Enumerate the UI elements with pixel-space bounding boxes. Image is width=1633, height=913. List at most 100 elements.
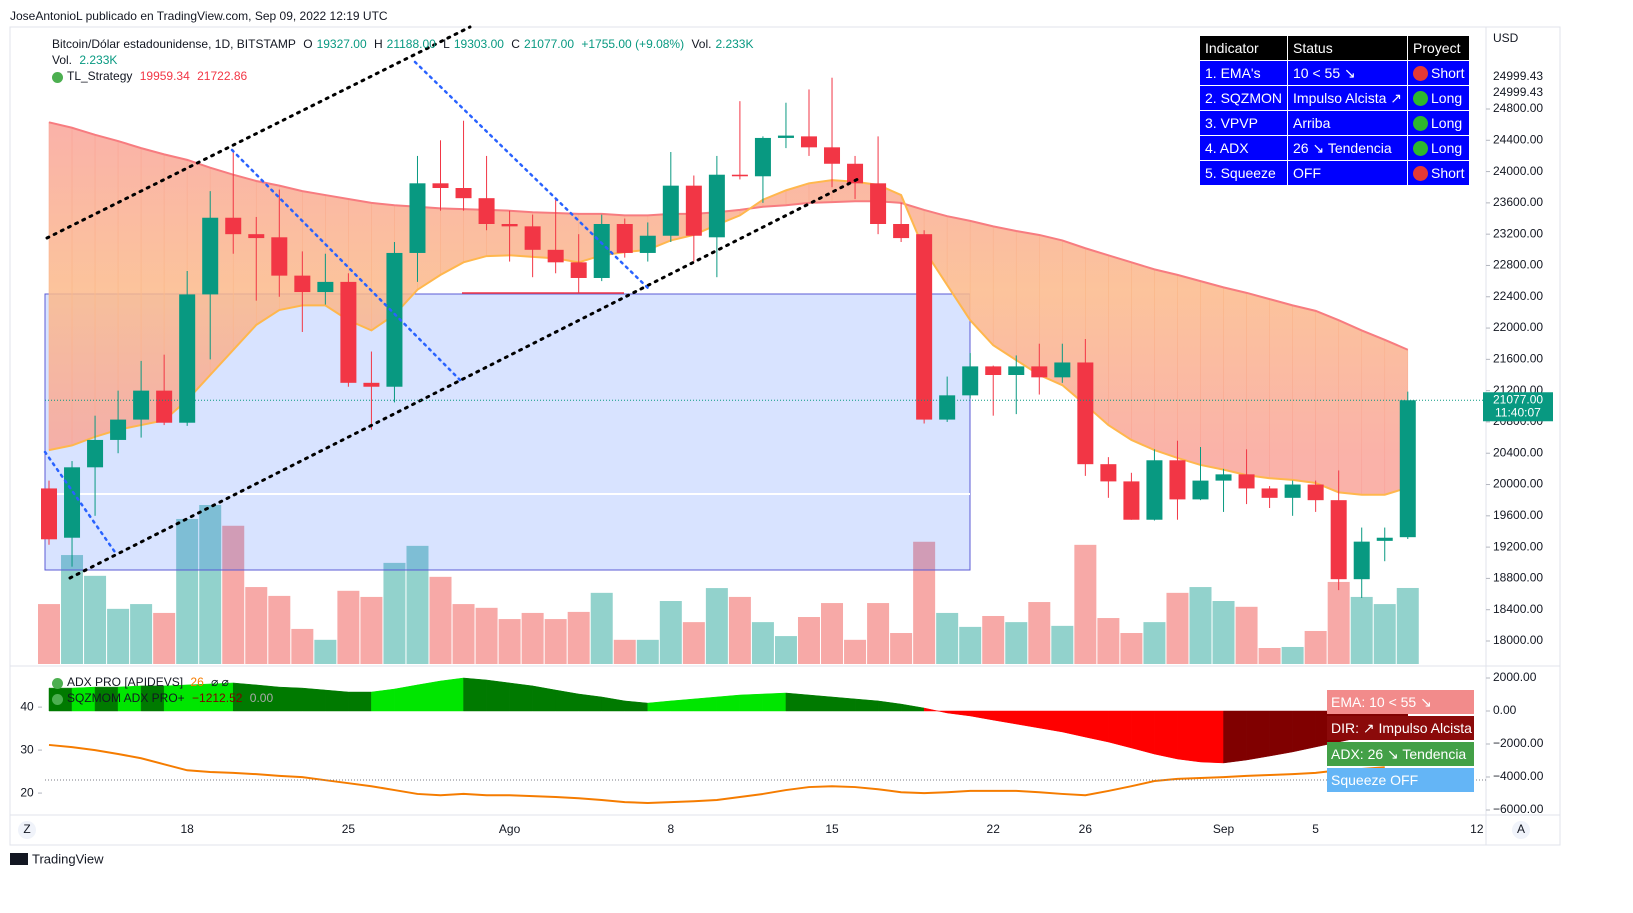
axis-layer: 18000.0018400.0018800.0019200.0019600.00…	[20, 69, 1553, 836]
table-cell: 5. Squeeze	[1198, 160, 1289, 186]
momentum-area	[808, 694, 833, 712]
volume-bar	[383, 562, 406, 664]
momentum-area	[394, 684, 418, 712]
cell-text: 4. ADX	[1205, 140, 1249, 156]
volume-bar	[107, 608, 130, 664]
table-cell: 3. VPVP	[1198, 110, 1289, 136]
volume-bar	[1373, 604, 1396, 664]
publish-header: JoseAntonioL publicado en TradingView.co…	[10, 9, 388, 23]
ema-cloud	[94, 134, 119, 438]
candle-body	[1054, 362, 1071, 378]
table-cell: 1. EMA's	[1198, 60, 1289, 86]
y-tick-label: 18800.00	[1493, 571, 1543, 585]
candle-body	[985, 366, 1002, 375]
volume-value: 2.233K	[715, 37, 754, 51]
button-bg[interactable]	[18, 821, 36, 839]
adx-line	[48, 743, 1385, 804]
volume-bar	[1396, 587, 1419, 664]
candle-body	[1077, 362, 1094, 465]
button-bg[interactable]	[1512, 821, 1530, 839]
ema-cloud	[1015, 230, 1040, 376]
volume-bar	[61, 555, 84, 664]
candle-body	[363, 382, 380, 387]
high-tag-bg	[1488, 69, 1550, 101]
y-tick-label: 20400.00	[1493, 445, 1543, 459]
table-cell: 10 < 55 ↘	[1287, 60, 1409, 86]
candle-body	[409, 183, 426, 253]
y-tick-label: 24800.00	[1493, 101, 1543, 115]
series-value: −1212.52	[192, 691, 243, 705]
volume-bar	[936, 612, 959, 664]
study-icon	[52, 694, 63, 705]
candle-body	[1123, 481, 1140, 520]
candle-body	[824, 147, 841, 164]
candle-body	[317, 281, 334, 293]
candle-body	[570, 262, 587, 278]
y2-tick-label: −6000.00	[1493, 802, 1544, 816]
volume-bar	[890, 633, 913, 664]
signal-dot	[1413, 66, 1429, 81]
table-row: 2. SQZMON Impulso Alcista ↗ Long	[1198, 85, 1471, 111]
ohlc-value: 19327.00	[316, 37, 367, 51]
momentum-area	[1062, 710, 1086, 738]
volume-bar	[475, 607, 498, 664]
ohlc-label: H	[373, 37, 383, 51]
candle-body	[800, 136, 817, 148]
momentum-area	[440, 677, 464, 712]
ohlc-label: C	[511, 37, 520, 51]
trend-line	[413, 60, 652, 292]
volume-bar	[659, 601, 682, 664]
y-tick-label: 19200.00	[1493, 539, 1543, 553]
volume-bar	[291, 628, 314, 664]
momentum-area	[670, 698, 695, 712]
candle-body	[731, 174, 748, 177]
volume-bar	[38, 604, 60, 664]
candle-body	[64, 467, 81, 538]
volume-label: Vol.	[52, 53, 73, 67]
candle-body	[1100, 464, 1117, 482]
volume-bar	[774, 636, 797, 664]
volume-bar	[1281, 646, 1304, 664]
x-tick-label: 8	[667, 822, 674, 836]
table-header-cell: Proyect	[1407, 35, 1471, 61]
candle-body	[1399, 400, 1416, 538]
ema-cloud	[140, 147, 165, 426]
indicator-layer	[48, 677, 1409, 804]
volume-bar	[199, 505, 222, 664]
y-tick-label: 24400.00	[1493, 132, 1543, 146]
volume-bar	[84, 575, 107, 664]
series-value: 26	[190, 675, 204, 689]
table-header-cell: Status	[1287, 35, 1409, 61]
momentum-area	[302, 687, 326, 712]
momentum-area	[992, 710, 1017, 725]
candle-body	[1169, 460, 1186, 500]
volume-bar	[452, 604, 475, 664]
candle-body	[662, 185, 679, 236]
status-badge: Squeeze OFF	[1327, 768, 1474, 792]
volume-bar	[360, 596, 383, 664]
candle-body	[639, 235, 656, 253]
legend-row: TL_Strategy 19959.34 21722.86	[52, 68, 758, 84]
momentum-area	[1177, 710, 1201, 763]
volume-bar	[337, 590, 360, 664]
volume-bar	[406, 545, 429, 664]
momentum-area	[946, 710, 971, 717]
signal-dot	[1413, 91, 1429, 106]
y-tick-label: 22400.00	[1493, 289, 1543, 303]
candle-body	[386, 252, 403, 387]
momentum-area	[555, 689, 579, 712]
ohlc-label: L	[443, 37, 450, 51]
auto-button[interactable]: Z	[23, 822, 30, 836]
momentum-area	[969, 710, 994, 721]
candle-body	[340, 281, 357, 383]
x-tick-label: 26	[1079, 822, 1093, 836]
candle-body	[1146, 460, 1163, 520]
table-cell: Long	[1407, 110, 1471, 136]
candle-body	[225, 217, 242, 235]
indicator-legend: ADX PRO [APIDEVS] 26 ⌀ ⌀ SQZMOM ADX PRO+…	[52, 674, 277, 706]
momentum-area	[348, 691, 372, 712]
table-header-cell: Indicator	[1198, 35, 1289, 61]
momentum-area	[831, 696, 856, 712]
momentum-area	[1246, 710, 1270, 761]
auto-button[interactable]: A	[1517, 822, 1525, 836]
